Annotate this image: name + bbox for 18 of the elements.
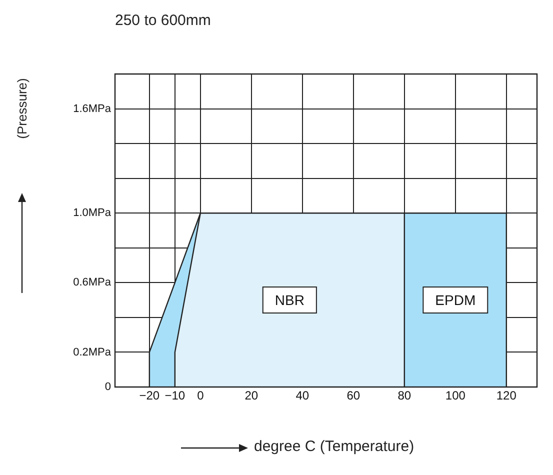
y-tick-label: 1.6MPa: [73, 102, 112, 115]
x-tick-label: −20: [139, 388, 160, 403]
y-axis-title: (Pressure): [14, 77, 30, 141]
x-tick-label: −10: [164, 388, 186, 403]
series-label: EPDM: [435, 292, 476, 308]
series-label: NBR: [274, 292, 304, 308]
x-tick-label: 0: [197, 388, 204, 403]
y-tick-label: 0.6MPa: [73, 276, 112, 289]
x-tick-label: 60: [346, 388, 360, 403]
x-tick-label: 120: [496, 388, 517, 403]
x-axis-title: degree C (Temperature): [254, 438, 414, 455]
x-tick-label: 20: [244, 388, 258, 403]
x-tick-label: 100: [445, 388, 466, 403]
y-tick-label: 0.2MPa: [73, 346, 112, 358]
y-tick-label: 1.0MPa: [73, 207, 112, 220]
x-tick-label: 80: [398, 388, 412, 403]
chart-title: 250 to 600mm: [115, 12, 211, 29]
x-tick-label: 40: [296, 388, 310, 403]
